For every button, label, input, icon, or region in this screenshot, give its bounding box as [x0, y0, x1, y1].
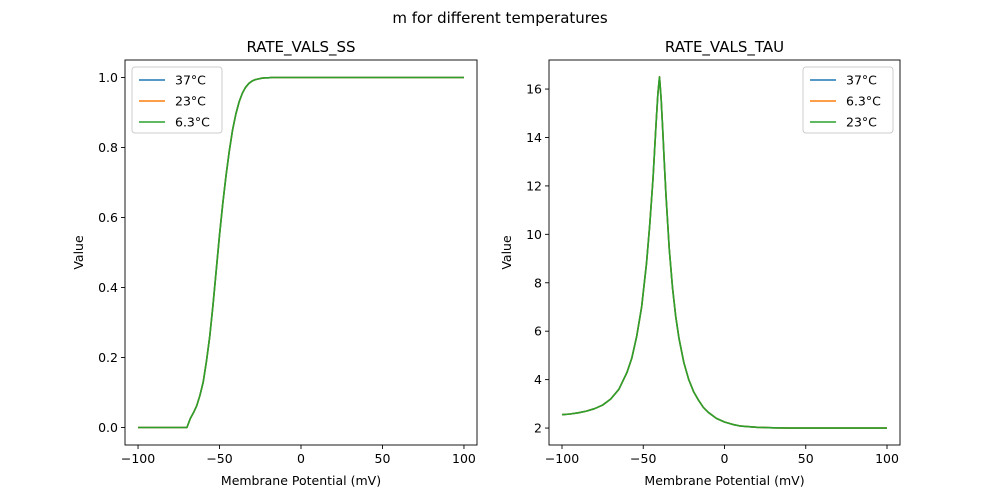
y-tick-label: 0.6: [98, 210, 118, 225]
legend-label: 6.3°C: [846, 94, 881, 109]
y-tick-label: 14: [526, 130, 542, 145]
x-tick-label: 50: [375, 451, 391, 466]
chart-title: RATE_VALS_SS: [246, 38, 355, 57]
x-tick-label: −50: [206, 451, 232, 466]
series-line-2: [138, 76, 464, 429]
y-tick-label: 4: [534, 372, 542, 387]
chart-panel-steady-state: RATE_VALS_SS −100 −50 0 50 100 0.0 0.2 0.4 0.6 0.8…: [71, 38, 478, 488]
chart-panel-tau: RATE_VALS_TAU −100 −50 0 50 100 2 4 6 8 10 12 14 16 Me…: [499, 38, 901, 488]
y-tick-label: 10: [526, 227, 542, 242]
x-tick-label: 0: [297, 451, 305, 466]
x-tick-label: −100: [121, 451, 155, 466]
y-axis-label: Value: [71, 235, 86, 270]
x-tick-label: 100: [875, 451, 899, 466]
y-tick-label: 16: [526, 82, 542, 97]
x-tick-label: −50: [630, 451, 656, 466]
x-tick-label: −100: [545, 451, 579, 466]
legend-box: [802, 66, 894, 134]
figure-suptitle: m for different temperatures: [392, 9, 608, 27]
x-tick-label: 100: [452, 451, 476, 466]
y-tick-label: 0.4: [98, 280, 118, 295]
legend-label: 6.3°C: [175, 115, 210, 130]
legend-label: 37°C: [846, 73, 877, 88]
x-axis-label: Membrane Potential (mV): [221, 473, 381, 488]
y-tick-label: 0.8: [98, 140, 118, 155]
y-tick-label: 0.0: [98, 420, 118, 435]
legend: 37°C 23°C 6.3°C: [131, 66, 223, 134]
y-axis-label: Value: [499, 235, 514, 270]
y-tick-label: 1.0: [98, 70, 118, 85]
y-tick-label: 2: [534, 421, 542, 436]
y-tick-label: 6: [534, 324, 542, 339]
x-tick-label: 0: [721, 451, 729, 466]
legend-label: 23°C: [846, 115, 877, 130]
chart-title: RATE_VALS_TAU: [665, 38, 784, 57]
y-tick-label: 12: [526, 178, 542, 193]
legend-label: 37°C: [175, 73, 206, 88]
y-tick-label: 0.2: [98, 350, 118, 365]
legend-box: [131, 66, 223, 134]
series-line-2: [561, 76, 887, 429]
y-tick-label: 8: [534, 275, 542, 290]
x-tick-label: 50: [798, 451, 814, 466]
legend: 37°C 6.3°C 23°C: [802, 66, 894, 134]
x-axis-label: Membrane Potential (mV): [644, 473, 804, 488]
legend-label: 23°C: [175, 94, 206, 109]
